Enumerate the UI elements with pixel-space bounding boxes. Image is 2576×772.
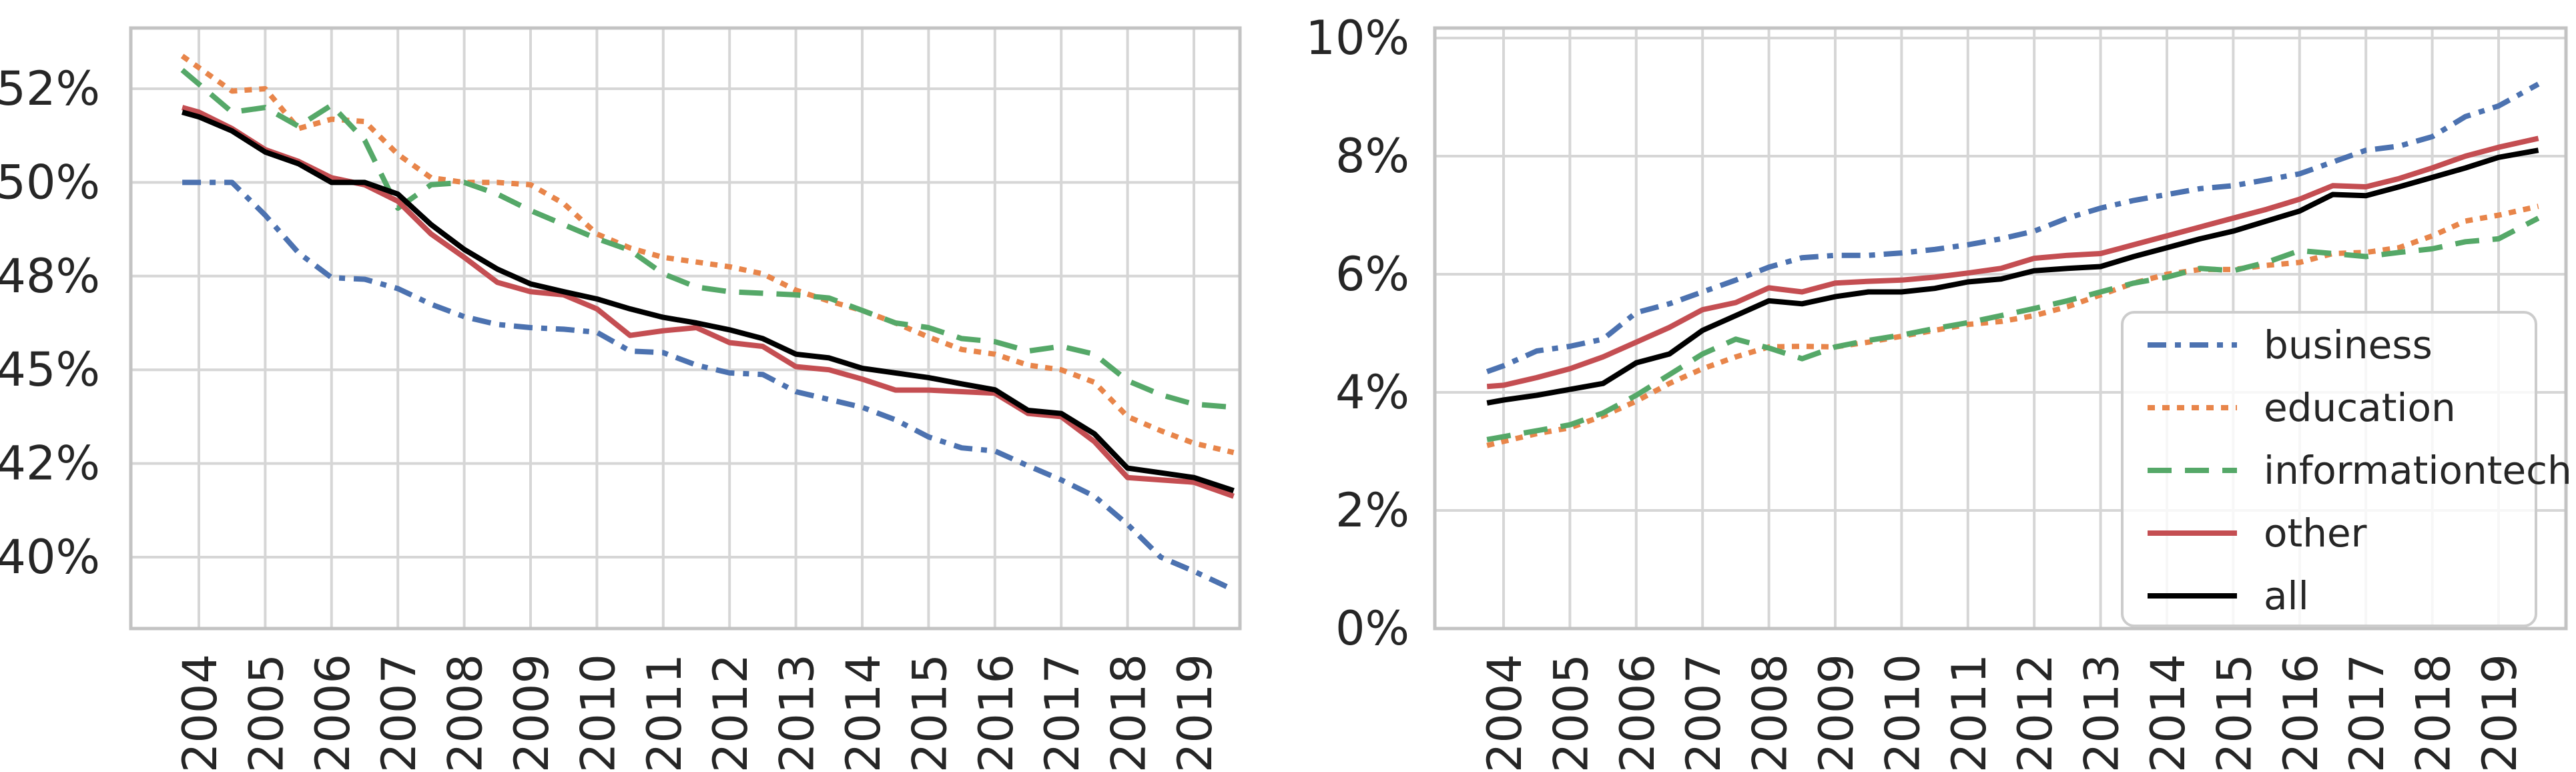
left-xtick-label-2018: 2018	[1102, 654, 1157, 772]
right-ytick-label-1: 8%	[1335, 129, 1409, 183]
legend-label-education: education	[2264, 385, 2456, 430]
right-xtick-label-2017: 2017	[2340, 654, 2394, 772]
right-xtick-label-2011: 2011	[1942, 654, 1997, 772]
right-ytick-label-5: 0%	[1335, 601, 1409, 656]
right-xtick-label-2019: 2019	[2473, 654, 2527, 772]
right-xtick-label-2006: 2006	[1610, 654, 1665, 772]
right-series-line-other	[1486, 135, 2539, 390]
left-xtick-label-2010: 2010	[571, 654, 625, 772]
right-xtick-label-2007: 2007	[1676, 654, 1731, 772]
right-series-line-all	[1486, 147, 2539, 406]
right-series-line-informationtech	[1486, 216, 2540, 442]
left-xtick-label-2005: 2005	[239, 654, 294, 772]
left-series-line-all	[182, 109, 1235, 494]
right-ytick-label-2: 6%	[1335, 247, 1409, 302]
legend-label-business: business	[2264, 322, 2433, 368]
left-xtick-label-2004: 2004	[173, 654, 228, 772]
right-ytick-label-4: 2%	[1335, 483, 1409, 538]
left-ytick-label-4: 42%	[0, 436, 100, 491]
right-xtick-label-2014: 2014	[2141, 654, 2196, 772]
right-xtick-label-2012: 2012	[2008, 654, 2063, 772]
right-xtick-label-2013: 2013	[2075, 654, 2130, 772]
left-xtick-label-2009: 2009	[505, 654, 559, 772]
left-xtick-label-2019: 2019	[1168, 654, 1223, 772]
left-xtick-label-2013: 2013	[770, 654, 825, 772]
legend-label-informationtech: informationtech	[2264, 448, 2572, 493]
left-xtick-label-2011: 2011	[637, 654, 692, 772]
left-ytick-label-0: 52%	[0, 61, 100, 116]
legend-label-other: other	[2264, 510, 2367, 556]
left-xtick-label-2015: 2015	[902, 654, 957, 772]
legend-box	[2121, 311, 2537, 627]
right-ytick-label-3: 4%	[1335, 365, 1409, 420]
right-plot-frame	[1433, 26, 2568, 631]
right-xtick-label-2005: 2005	[1544, 654, 1598, 772]
left-series-line-informationtech	[180, 67, 1234, 410]
left-plot-frame	[129, 26, 1242, 631]
left-ytick-label-2: 48%	[0, 249, 100, 304]
right-xtick-label-2018: 2018	[2406, 654, 2461, 772]
left-xtick-label-2012: 2012	[703, 654, 758, 772]
left-ytick-label-3: 45%	[0, 342, 100, 397]
left-series-line-business	[182, 179, 1235, 593]
right-ytick-label-0: 10%	[1305, 11, 1409, 65]
right-series-line-education	[1486, 204, 2539, 448]
left-xtick-label-2008: 2008	[438, 654, 493, 772]
right-xtick-label-2010: 2010	[1875, 654, 1930, 772]
right-xtick-label-2008: 2008	[1743, 654, 1798, 772]
right-xtick-label-2004: 2004	[1478, 654, 1532, 772]
left-xtick-label-2017: 2017	[1035, 654, 1090, 772]
right-xtick-label-2016: 2016	[2274, 654, 2328, 772]
left-ytick-label-1: 50%	[0, 155, 100, 210]
right-series-line-business	[1486, 81, 2540, 374]
legend-label-all: all	[2264, 573, 2309, 619]
left-xtick-label-2014: 2014	[836, 654, 891, 772]
left-xtick-label-2006: 2006	[306, 654, 360, 772]
left-xtick-label-2016: 2016	[969, 654, 1024, 772]
left-ytick-label-5: 40%	[0, 530, 100, 585]
left-series-line-other	[182, 105, 1235, 499]
right-xtick-label-2015: 2015	[2207, 654, 2262, 772]
left-xtick-label-2007: 2007	[372, 654, 426, 772]
right-xtick-label-2009: 2009	[1809, 654, 1864, 772]
